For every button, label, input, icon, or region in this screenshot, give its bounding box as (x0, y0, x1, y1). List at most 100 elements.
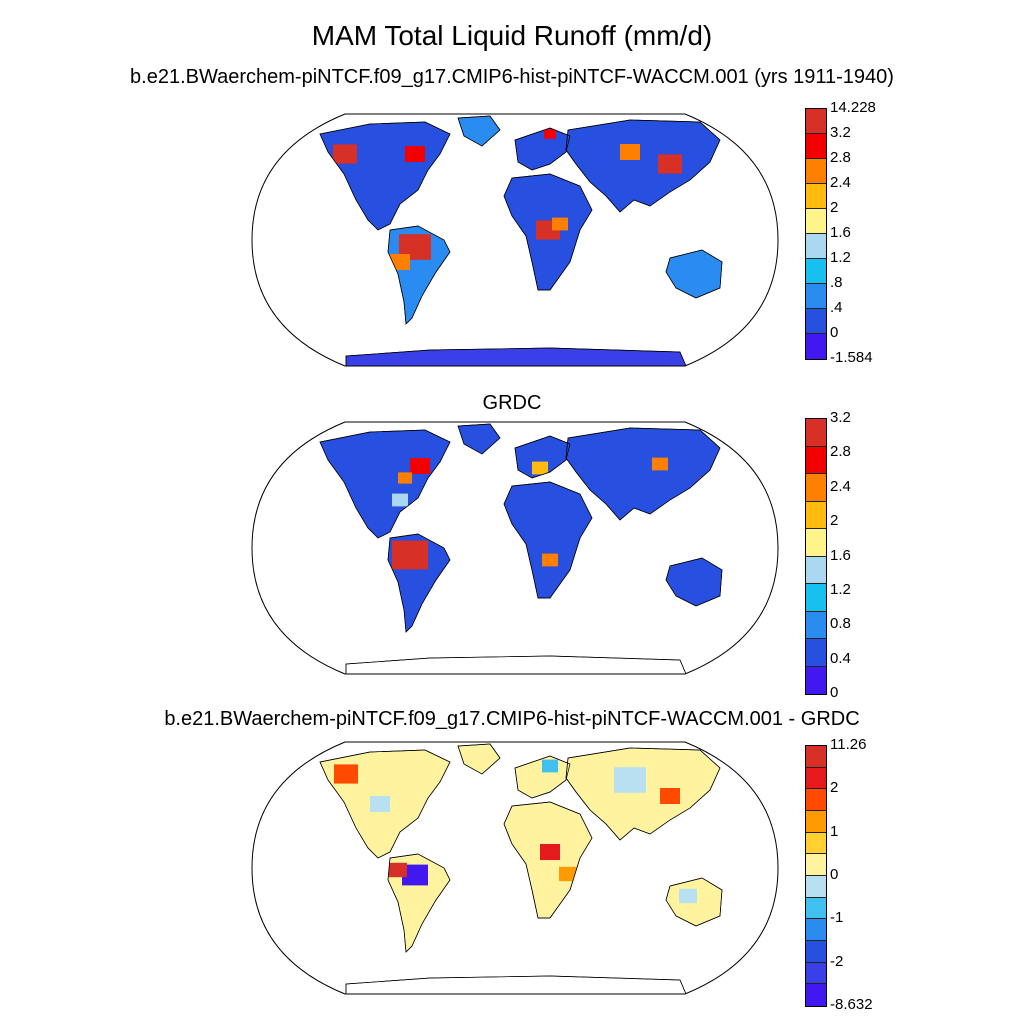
colorbar-segment (806, 209, 826, 234)
coastline (457, 115, 501, 147)
runoff-cell (552, 217, 568, 231)
colorbar-segment (806, 419, 826, 447)
colorbar-segment (806, 556, 826, 584)
colorbar-label: 1 (830, 822, 839, 840)
colorbar-label: .8 (830, 274, 843, 291)
colorbar-segment (806, 940, 826, 963)
runoff-cell (402, 864, 428, 886)
runoff-cell (682, 855, 698, 869)
colorbar-grdc (805, 418, 827, 695)
colorbar-label: 14.228 (830, 99, 876, 116)
colorbar-segment (806, 474, 826, 502)
coastline (565, 747, 721, 841)
colorbar-label: -1 (830, 909, 844, 927)
colorbar-segment (806, 134, 826, 159)
coastline (503, 801, 593, 919)
colorbar-segment (806, 446, 826, 474)
colorbar-segment (806, 789, 826, 811)
coastline (387, 225, 451, 325)
coastline (319, 429, 451, 539)
coastline (457, 423, 501, 455)
coastline (387, 533, 451, 633)
colorbar-label: 1.6 (830, 224, 851, 241)
runoff-cell (614, 767, 646, 793)
colorbar-segment (806, 897, 826, 920)
continent-europe (514, 127, 571, 171)
colorbar-label: 3.2 (830, 409, 851, 426)
colorbar-label: 2.4 (830, 477, 851, 495)
continent-asia (565, 119, 721, 213)
map-panel-grdc (251, 421, 779, 675)
runoff-cell (334, 764, 358, 784)
colorbar-label: 0 (830, 324, 839, 341)
runoff-cell (712, 227, 722, 237)
coastline (503, 481, 593, 599)
runoff-cell (542, 759, 558, 773)
colorbar-label: 1.2 (830, 249, 851, 266)
coastline (457, 743, 501, 775)
colorbar-segment (806, 234, 826, 259)
colorbar-label: 0 (830, 866, 839, 883)
continent-asia (565, 747, 721, 841)
colorbar-segment (806, 875, 826, 898)
runoff-cell (679, 888, 697, 904)
coastline (514, 127, 571, 171)
runoff-cell (658, 154, 682, 174)
colorbar-segment (806, 984, 826, 1006)
map-outline (251, 113, 779, 367)
coastline (665, 249, 723, 299)
colorbar-label: 0 (830, 684, 839, 701)
runoff-cell (682, 533, 698, 547)
colorbar-label: 0.8 (830, 615, 851, 633)
continent-north-america (319, 429, 451, 539)
colorbar-segment (806, 962, 826, 985)
runoff-cell (390, 254, 410, 270)
runoff-cell (389, 862, 407, 878)
colorbar-model (805, 108, 827, 360)
colorbar-label: -8.632 (830, 996, 873, 1013)
map-panel-difference (251, 741, 779, 995)
runoff-cell (392, 493, 408, 507)
coastline (665, 557, 723, 607)
colorbar-segment (806, 611, 826, 639)
colorbar-label: 0.4 (830, 649, 851, 667)
runoff-cell (688, 218, 702, 230)
coastline (565, 119, 721, 213)
colorbar-label: -1.584 (830, 349, 873, 366)
runoff-cell (542, 553, 558, 567)
colorbar-segment (806, 584, 826, 612)
panel1-title: b.e21.BWaerchem-piNTCF.f09_g17.CMIP6-his… (130, 66, 894, 88)
coastline (514, 755, 571, 799)
coastline (319, 121, 451, 231)
runoff-cell (683, 184, 697, 196)
colorbar-segment (806, 184, 826, 209)
colorbar-label: 2 (830, 779, 839, 797)
continent-greenland (457, 423, 501, 455)
runoff-cell (410, 458, 430, 474)
figure-title: MAM Total Liquid Runoff (mm/d) (311, 20, 713, 51)
panel3-title: b.e21.BWaerchem-piNTCF.f09_g17.CMIP6-his… (164, 708, 860, 730)
colorbar-label: 11.26 (830, 736, 867, 753)
runoff-cell (660, 788, 680, 804)
coastline (514, 435, 571, 479)
colorbar-segment (806, 309, 826, 334)
coastline (319, 749, 451, 859)
colorbar-segment (806, 284, 826, 309)
continent-asia (565, 427, 721, 521)
runoff-cell (559, 866, 577, 882)
colorbar-segment (806, 334, 826, 359)
coastline (345, 347, 687, 366)
coastline (387, 853, 451, 953)
continent-africa (503, 481, 593, 599)
colorbar-segment (806, 746, 826, 768)
colorbar-label: 2.4 (830, 174, 851, 191)
coastline (345, 655, 687, 674)
colorbar-segment (806, 501, 826, 529)
coastline (665, 877, 723, 927)
colorbar-segment (806, 832, 826, 855)
coastline (503, 173, 593, 291)
colorbar-label: 2.8 (830, 443, 851, 461)
colorbar-label: 2 (830, 512, 839, 530)
runoff-cell (398, 472, 412, 484)
map-outline (251, 421, 779, 675)
